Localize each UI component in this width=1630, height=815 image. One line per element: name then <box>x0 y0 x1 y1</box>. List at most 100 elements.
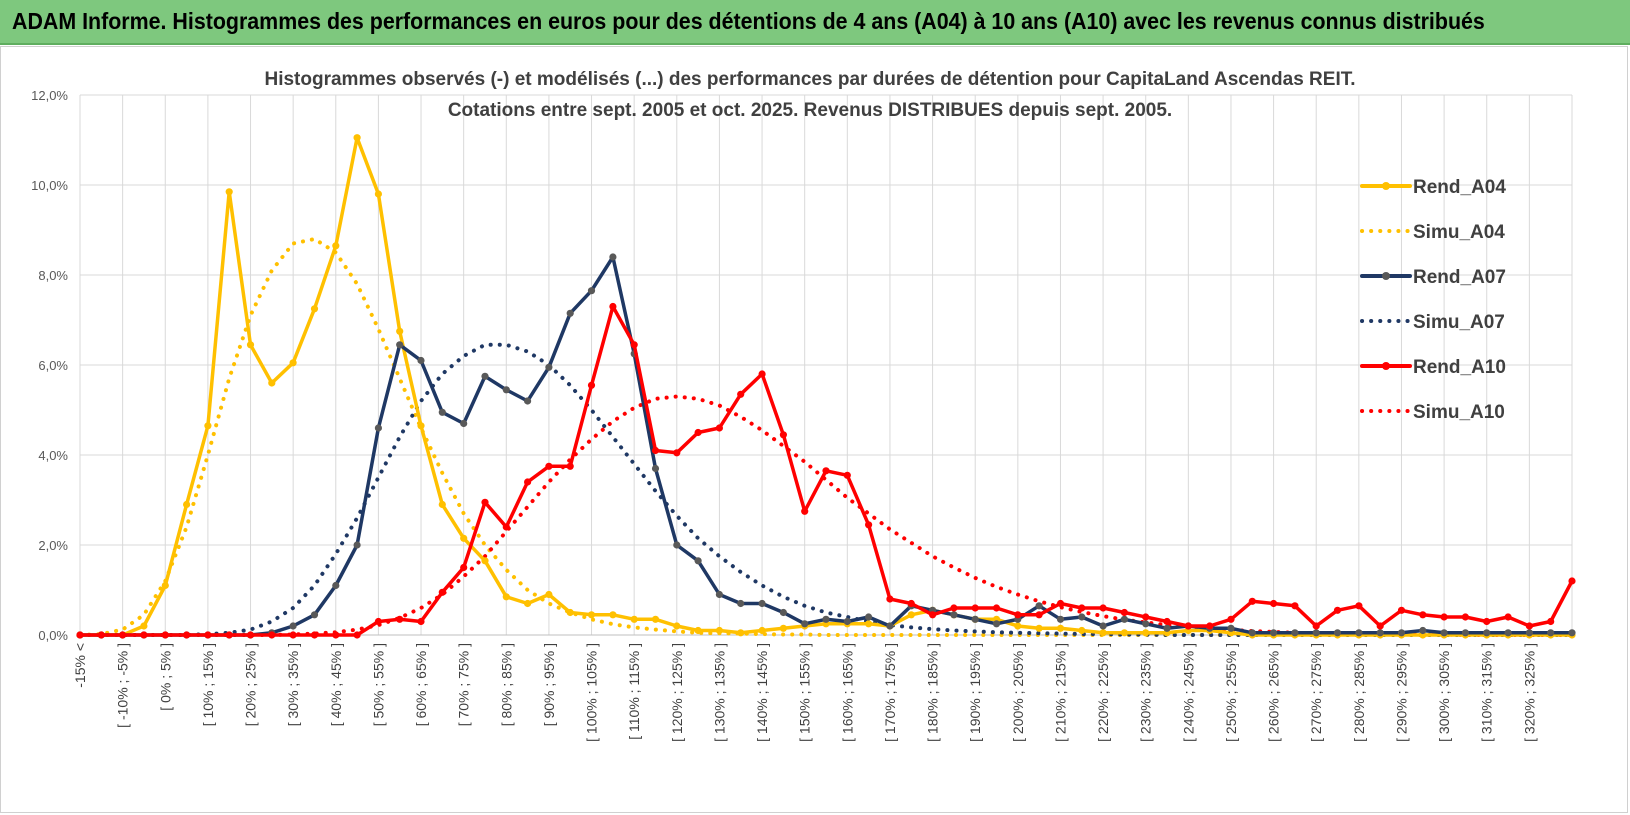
data-point <box>1014 622 1022 630</box>
data-point <box>268 379 276 387</box>
x-tick-label: [ 230% ; 235% ] <box>1138 643 1154 742</box>
x-tick-label: [ 310% ; 315% ] <box>1479 643 1495 742</box>
data-point <box>779 431 788 439</box>
data-point <box>353 134 361 142</box>
data-point <box>587 611 596 619</box>
data-point <box>865 521 873 529</box>
x-tick-label: [ 300% ; 305% ] <box>1436 643 1452 742</box>
data-point <box>694 557 702 565</box>
legend-entry: Rend_A04 <box>1360 177 1506 198</box>
data-point <box>460 419 468 428</box>
data-point <box>1099 629 1107 637</box>
data-point <box>1056 615 1065 623</box>
data-point <box>1568 629 1576 637</box>
data-point <box>353 631 361 639</box>
data-point <box>1355 602 1363 610</box>
x-tick-label: [ 70% ; 75% ] <box>456 643 472 726</box>
x-tick-label: [ 270% ; 275% ] <box>1308 643 1324 742</box>
data-point <box>566 608 574 617</box>
x-tick-label: [ 140% ; 145% ] <box>754 643 770 742</box>
legend-marker <box>1382 182 1390 190</box>
data-point <box>1355 629 1363 637</box>
chart-title: Histogrammes observés (-) et modélisés (… <box>264 69 1355 90</box>
data-point <box>289 359 297 367</box>
data-point <box>502 593 510 601</box>
legend-entry: Simu_A04 <box>1360 222 1505 243</box>
data-point <box>1419 626 1427 635</box>
data-point <box>907 599 915 608</box>
data-point <box>779 624 788 632</box>
series-rend-a10 <box>76 302 1576 639</box>
data-point <box>246 341 255 349</box>
data-point <box>758 626 766 635</box>
data-point <box>758 370 766 378</box>
data-point <box>566 462 574 470</box>
data-point <box>204 422 212 430</box>
x-tick-label: [ 60% ; 65% ] <box>413 643 429 726</box>
header-banner: ADAM Informe. Histogrammes des performan… <box>0 0 1630 45</box>
data-point <box>737 390 745 398</box>
data-point <box>1078 604 1086 612</box>
x-tick-label: [ 90% ; 95% ] <box>541 643 557 726</box>
data-point <box>1014 611 1022 619</box>
data-point <box>140 622 148 630</box>
data-point <box>1397 606 1406 614</box>
data-point <box>1078 613 1086 621</box>
y-tick-label: 8,0% <box>38 268 68 283</box>
data-point <box>992 620 1001 628</box>
data-point <box>694 626 702 635</box>
data-point <box>715 626 724 635</box>
x-tick-label: [ 100% ; 105% ] <box>584 643 600 742</box>
x-tick-label: [ 190% ; 195% ] <box>967 643 983 742</box>
data-point <box>524 397 532 405</box>
data-point <box>1120 615 1128 623</box>
data-point <box>1397 629 1406 637</box>
x-axis-ticks: -15% < [ -10% ; -5% ] [ 0% ; 5% ] [ 10% ; 1… <box>72 643 1537 742</box>
x-tick-label: [ 160% ; 165% ] <box>839 643 855 742</box>
series-line <box>78 135 1574 637</box>
data-point <box>76 631 84 639</box>
x-tick-label: [ 200% ; 205% ] <box>1010 643 1026 742</box>
legend-marker <box>1382 272 1390 280</box>
data-point <box>268 631 276 639</box>
data-point <box>1483 629 1491 637</box>
data-point <box>289 622 297 630</box>
chart-frame <box>0 46 1628 813</box>
y-tick-label: 0,0% <box>38 628 68 643</box>
x-tick-label: [ 150% ; 155% ] <box>797 643 813 742</box>
series-simu-a10 <box>78 394 1574 637</box>
data-point <box>609 302 617 311</box>
data-point <box>289 631 297 639</box>
x-tick-label: [ 250% ; 255% ] <box>1223 643 1239 742</box>
x-tick-label: [ 220% ; 225% ] <box>1095 643 1111 742</box>
data-point <box>886 595 894 603</box>
series-line <box>78 237 1574 637</box>
data-point <box>1312 629 1320 637</box>
data-point <box>843 617 851 626</box>
data-point <box>438 500 446 509</box>
x-tick-label: [ 50% ; 55% ] <box>370 643 386 726</box>
data-point <box>1504 613 1512 621</box>
data-point <box>715 424 724 432</box>
data-point <box>417 356 425 365</box>
x-tick-label: [ 0% ; 5% ] <box>157 643 173 711</box>
x-tick-label: [ 210% ; 215% ] <box>1052 643 1068 742</box>
legend: Rend_A04 Simu_A04 Rend_A07 Simu_A07 Rend_A10… <box>1360 177 1506 423</box>
data-point <box>673 541 681 549</box>
data-point <box>310 631 319 639</box>
data-point <box>1333 606 1342 614</box>
data-point <box>183 500 191 509</box>
legend-entry: Simu_A10 <box>1360 402 1505 423</box>
data-point <box>737 599 745 608</box>
data-point <box>140 631 148 639</box>
x-tick-label: [ 180% ; 185% ] <box>925 643 941 742</box>
series-simu-a07 <box>78 342 1574 637</box>
chart-subtitle: Cotations entre sept. 2005 et oct. 2025.… <box>448 100 1172 121</box>
series-rend-a07 <box>76 253 1576 639</box>
x-tick-label: -15% < <box>72 643 88 688</box>
grid-lines <box>79 94 1573 636</box>
data-point <box>801 507 809 515</box>
chart-titles: Histogrammes observés (-) et modélisés (… <box>264 69 1355 121</box>
data-point <box>545 590 553 599</box>
